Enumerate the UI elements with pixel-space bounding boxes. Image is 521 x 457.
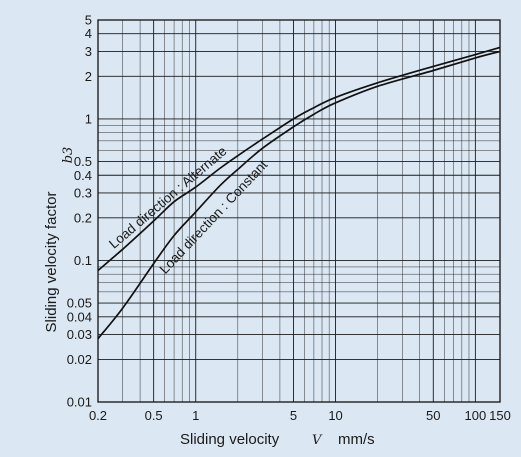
x-axis-ticks: 0.2 0.5 1 5 10 50 100 150: [89, 408, 511, 423]
x-tick-label: 1: [192, 408, 199, 423]
y-tick-label: 4: [85, 26, 92, 41]
x-tick-label: 150: [489, 408, 511, 423]
x-tick-label: 10: [328, 408, 342, 423]
x-axis-symbol: V: [312, 433, 323, 448]
x-tick-label: 50: [426, 408, 440, 423]
plot-frame: [97, 19, 501, 403]
y-axis-symbol: b3: [61, 147, 76, 164]
curve-constant: [97, 50, 501, 340]
y-tick-label: 0.01: [67, 395, 92, 410]
y-axis-ticks: 0.01 0.02 0.03 0.040.05 0.1 0.2 0.3 0.40.5 1 2 3 45: [67, 13, 92, 410]
y-axis-title: Sliding velocity factor: [43, 192, 60, 333]
y-tick-label: 2: [85, 69, 92, 84]
y-tick-label: 0.2: [74, 210, 92, 225]
x-tick-label: 100: [465, 408, 487, 423]
curve-label-alternate: Load direction : Alternate: [106, 143, 229, 251]
x-tick-label: 0.2: [89, 408, 107, 423]
y-tick-label: 0.5: [74, 154, 92, 169]
y-tick-label: 0.1: [74, 253, 92, 268]
curves: [97, 46, 501, 340]
grid: [97, 19, 501, 403]
x-axis-unit: mm/s: [338, 431, 375, 448]
curve-alternate: [97, 46, 501, 272]
y-tick-label: 0.04: [67, 309, 92, 324]
y-tick-label: 1: [85, 111, 92, 126]
y-tick-label: 0.4: [74, 168, 92, 183]
x-axis-title: Sliding velocity: [180, 431, 280, 448]
x-tick-label: 5: [290, 408, 297, 423]
y-tick-label: 0.02: [67, 352, 92, 367]
y-tick-label: 0.03: [67, 327, 92, 342]
y-tick-label: 3: [85, 44, 92, 59]
y-tick-label: 0.05: [67, 296, 92, 311]
x-tick-label: 0.5: [145, 408, 163, 423]
y-tick-label: 0.3: [74, 185, 92, 200]
y-tick-label: 5: [85, 13, 92, 28]
